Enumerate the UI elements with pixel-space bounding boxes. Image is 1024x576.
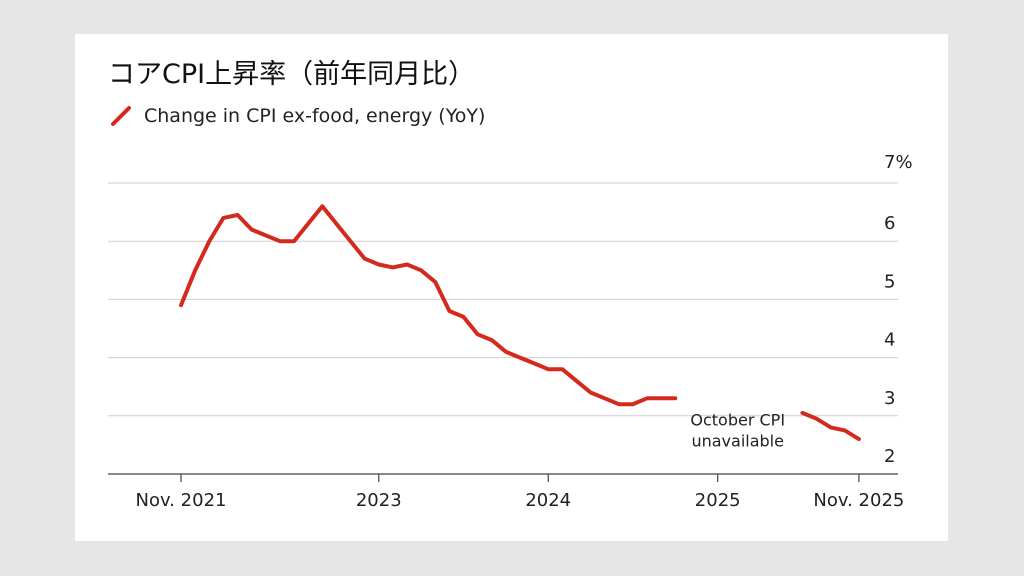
- y-tick-label: 5: [884, 271, 895, 292]
- y-tick-label: 2: [884, 446, 895, 467]
- y-tick-label: 6: [884, 213, 895, 234]
- x-tick-label: 2024: [525, 490, 571, 511]
- y-tick-label: 3: [884, 388, 895, 409]
- x-tick-label: Nov. 2021: [136, 490, 227, 511]
- legend-swatch: [111, 106, 131, 126]
- chart-card: [75, 34, 948, 541]
- legend-label: Change in CPI ex-food, energy (YoY): [144, 105, 486, 127]
- x-tick-label: 2025: [695, 490, 741, 511]
- series-line: [800, 410, 861, 442]
- y-tick-label: 4: [884, 330, 895, 351]
- x-tick-label: 2023: [356, 490, 402, 511]
- annotation-text: October CPI: [690, 411, 785, 430]
- series-line: [179, 204, 678, 407]
- y-unit-label: 7%: [884, 152, 913, 173]
- chart-title: コアCPI上昇率（前年同月比）: [108, 59, 476, 90]
- x-tick-label: Nov. 2025: [813, 490, 904, 511]
- legend: Change in CPI ex-food, energy (YoY): [110, 105, 485, 127]
- annotation-text: unavailable: [691, 432, 784, 451]
